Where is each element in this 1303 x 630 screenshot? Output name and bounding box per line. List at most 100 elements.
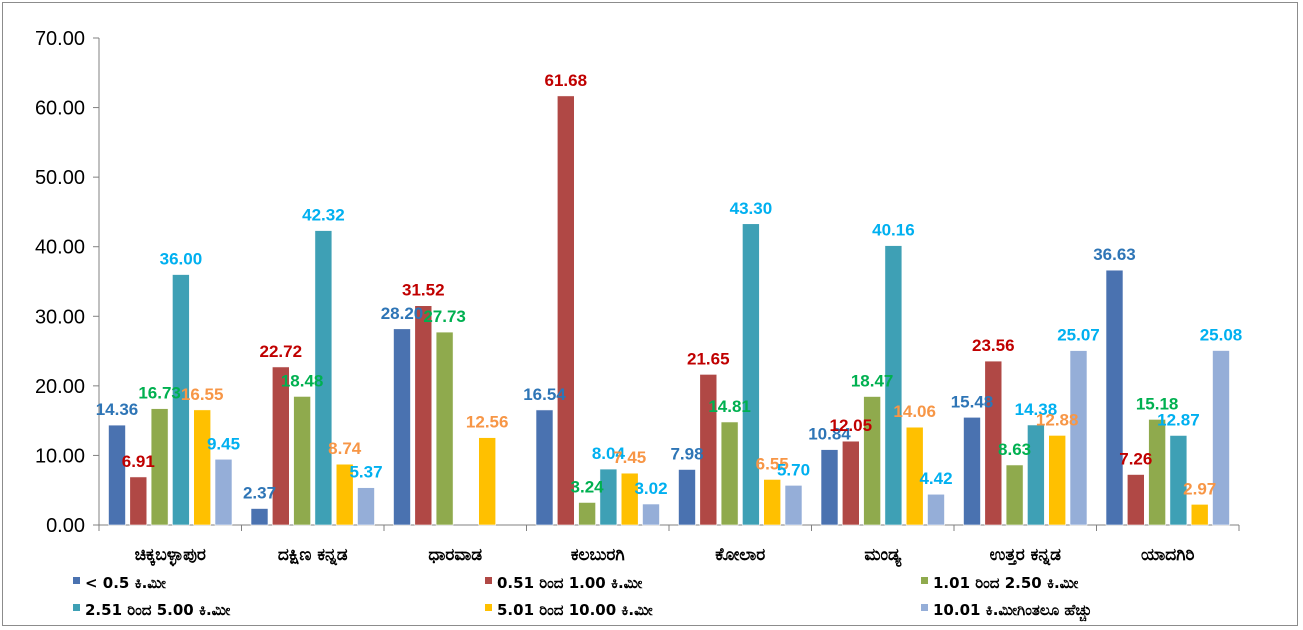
legend: < 0.5 ಕಿ.ಮೀ 0.51 ರಿಂದ 1.00 ಕಿ.ಮೀ 1.01 ರಿಂದ… xyxy=(73,574,1092,622)
x-category-label: ಕಲಬುರಗಿ xyxy=(571,545,625,565)
data-label: 8.63 xyxy=(998,440,1031,459)
bar xyxy=(1027,424,1045,526)
y-tick-label: 40.00 xyxy=(35,237,85,259)
data-labels: 14.36 6.91 16.73 36.00 16.55 9.45 2.37 22.72 18.… xyxy=(96,71,1243,503)
bar xyxy=(393,328,411,526)
data-label: 15.18 xyxy=(1136,394,1179,413)
data-label: 7.26 xyxy=(1119,449,1152,468)
data-label: 2.97 xyxy=(1183,479,1216,498)
legend-swatch xyxy=(485,604,492,611)
data-label: 15.48 xyxy=(951,392,994,411)
data-label: 31.52 xyxy=(402,281,445,300)
data-label: 16.54 xyxy=(523,385,566,404)
x-category-label: ಕೋಲಾರ xyxy=(715,545,765,565)
data-label: 25.07 xyxy=(1057,326,1100,345)
data-label: 12.87 xyxy=(1157,410,1200,429)
bar xyxy=(984,360,1003,526)
bar xyxy=(1148,419,1166,526)
data-label: 3.02 xyxy=(634,479,667,498)
bar xyxy=(1169,435,1188,526)
bar xyxy=(678,469,696,526)
data-label: 14.36 xyxy=(96,400,139,419)
data-label: 6.55 xyxy=(756,454,789,473)
bar xyxy=(435,331,454,526)
x-category-label: ಚಿಕ್ಕಬಳ್ಳಾಪುರ xyxy=(135,545,206,567)
data-label: 21.65 xyxy=(687,349,730,368)
bar xyxy=(742,223,760,526)
data-label: 10.84 xyxy=(808,425,851,444)
bar xyxy=(1105,269,1124,526)
data-label: 42.32 xyxy=(302,206,345,225)
data-label: 61.68 xyxy=(545,71,588,90)
data-label: 12.56 xyxy=(466,413,509,432)
bar xyxy=(193,409,211,526)
data-label: 7.98 xyxy=(670,444,703,463)
bar xyxy=(108,424,126,526)
bar xyxy=(599,468,618,526)
y-tick-label: 60.00 xyxy=(35,98,85,120)
bar xyxy=(963,417,981,526)
data-label: 12.88 xyxy=(1036,410,1079,429)
data-label: 8.74 xyxy=(328,439,362,458)
y-tick-label: 50.00 xyxy=(35,167,85,189)
bar xyxy=(863,396,881,526)
bar xyxy=(1048,435,1066,526)
data-label: 43.30 xyxy=(730,199,773,218)
data-label: 4.42 xyxy=(919,469,952,488)
y-tick-label: 0.00 xyxy=(46,515,85,537)
bar xyxy=(172,274,190,526)
bar xyxy=(129,476,148,526)
data-label: 12.05 xyxy=(830,416,873,435)
legend-label: 2.51 ರಿಂದ 5.00 ಕಿ.ಮೀ xyxy=(85,601,231,619)
data-label: 14.06 xyxy=(893,402,936,421)
bar xyxy=(578,502,596,526)
bar-chart: 0.0010.0020.0030.0040.0050.0060.0070.00 … xyxy=(35,28,1243,622)
data-label: 27.73 xyxy=(423,307,466,326)
legend-label: < 0.5 ಕಿ.ಮೀ xyxy=(85,574,167,592)
data-label: 16.73 xyxy=(138,384,181,403)
data-label: 23.56 xyxy=(972,336,1015,355)
bar xyxy=(1190,504,1209,526)
y-tick-label: 30.00 xyxy=(35,306,85,328)
legend-swatch xyxy=(485,577,492,584)
bar xyxy=(150,408,169,526)
legend-swatch xyxy=(921,604,928,611)
data-label: 6.91 xyxy=(122,452,155,471)
bar xyxy=(535,409,554,526)
bar xyxy=(820,449,839,526)
bar xyxy=(1127,474,1145,526)
data-label: 25.08 xyxy=(1200,326,1243,345)
legend-swatch xyxy=(73,577,80,584)
y-tick-label: 70.00 xyxy=(35,28,85,50)
bar xyxy=(642,503,660,526)
bar xyxy=(271,366,290,526)
data-label: 22.72 xyxy=(260,342,303,361)
data-label: 2.37 xyxy=(243,484,276,503)
bar xyxy=(335,463,354,526)
legend-label: 1.01 ರಿಂದ 2.50 ಕಿ.ಮೀ xyxy=(933,574,1079,592)
x-category-label: ಯಾದಗಿರಿ xyxy=(1141,545,1194,565)
data-label: 16.55 xyxy=(181,385,224,404)
bar xyxy=(1212,350,1230,526)
legend-swatch xyxy=(73,604,80,611)
bar xyxy=(556,95,575,526)
data-label: 40.16 xyxy=(872,221,915,240)
bar xyxy=(927,493,945,526)
legend-label: 5.01 ರಿಂದ 10.00 ಕಿ.ಮೀ xyxy=(497,601,653,619)
y-tick-label: 10.00 xyxy=(35,445,85,467)
y-tick-label: 20.00 xyxy=(35,376,85,398)
data-label: 18.47 xyxy=(851,372,894,391)
legend-label: 10.01 ಕಿ.ಮೀಗಿಂತಲೂ ಹೆಚ್ಚು xyxy=(933,601,1092,622)
bar xyxy=(478,437,497,526)
x-category-label: ದಕ್ಷಿಣ ಕನ್ನಡ xyxy=(278,545,348,566)
legend-label: 0.51 ರಿಂದ 1.00 ಕಿ.ಮೀ xyxy=(497,574,643,592)
data-label: 5.37 xyxy=(349,463,382,482)
bar xyxy=(1005,464,1024,526)
data-label: 28.20 xyxy=(381,304,424,323)
bar xyxy=(763,479,782,526)
data-label: 18.48 xyxy=(281,371,324,390)
data-label: 5.70 xyxy=(777,460,810,479)
bar xyxy=(784,485,803,526)
x-axis-labels: ಚಿಕ್ಕಬಳ್ಳಾಪುರ ದಕ್ಷಿಣ ಕನ್ನಡ ಧಾರವಾಡ ಕಲಬುರಗಿ ಕೋ… xyxy=(135,545,1195,568)
